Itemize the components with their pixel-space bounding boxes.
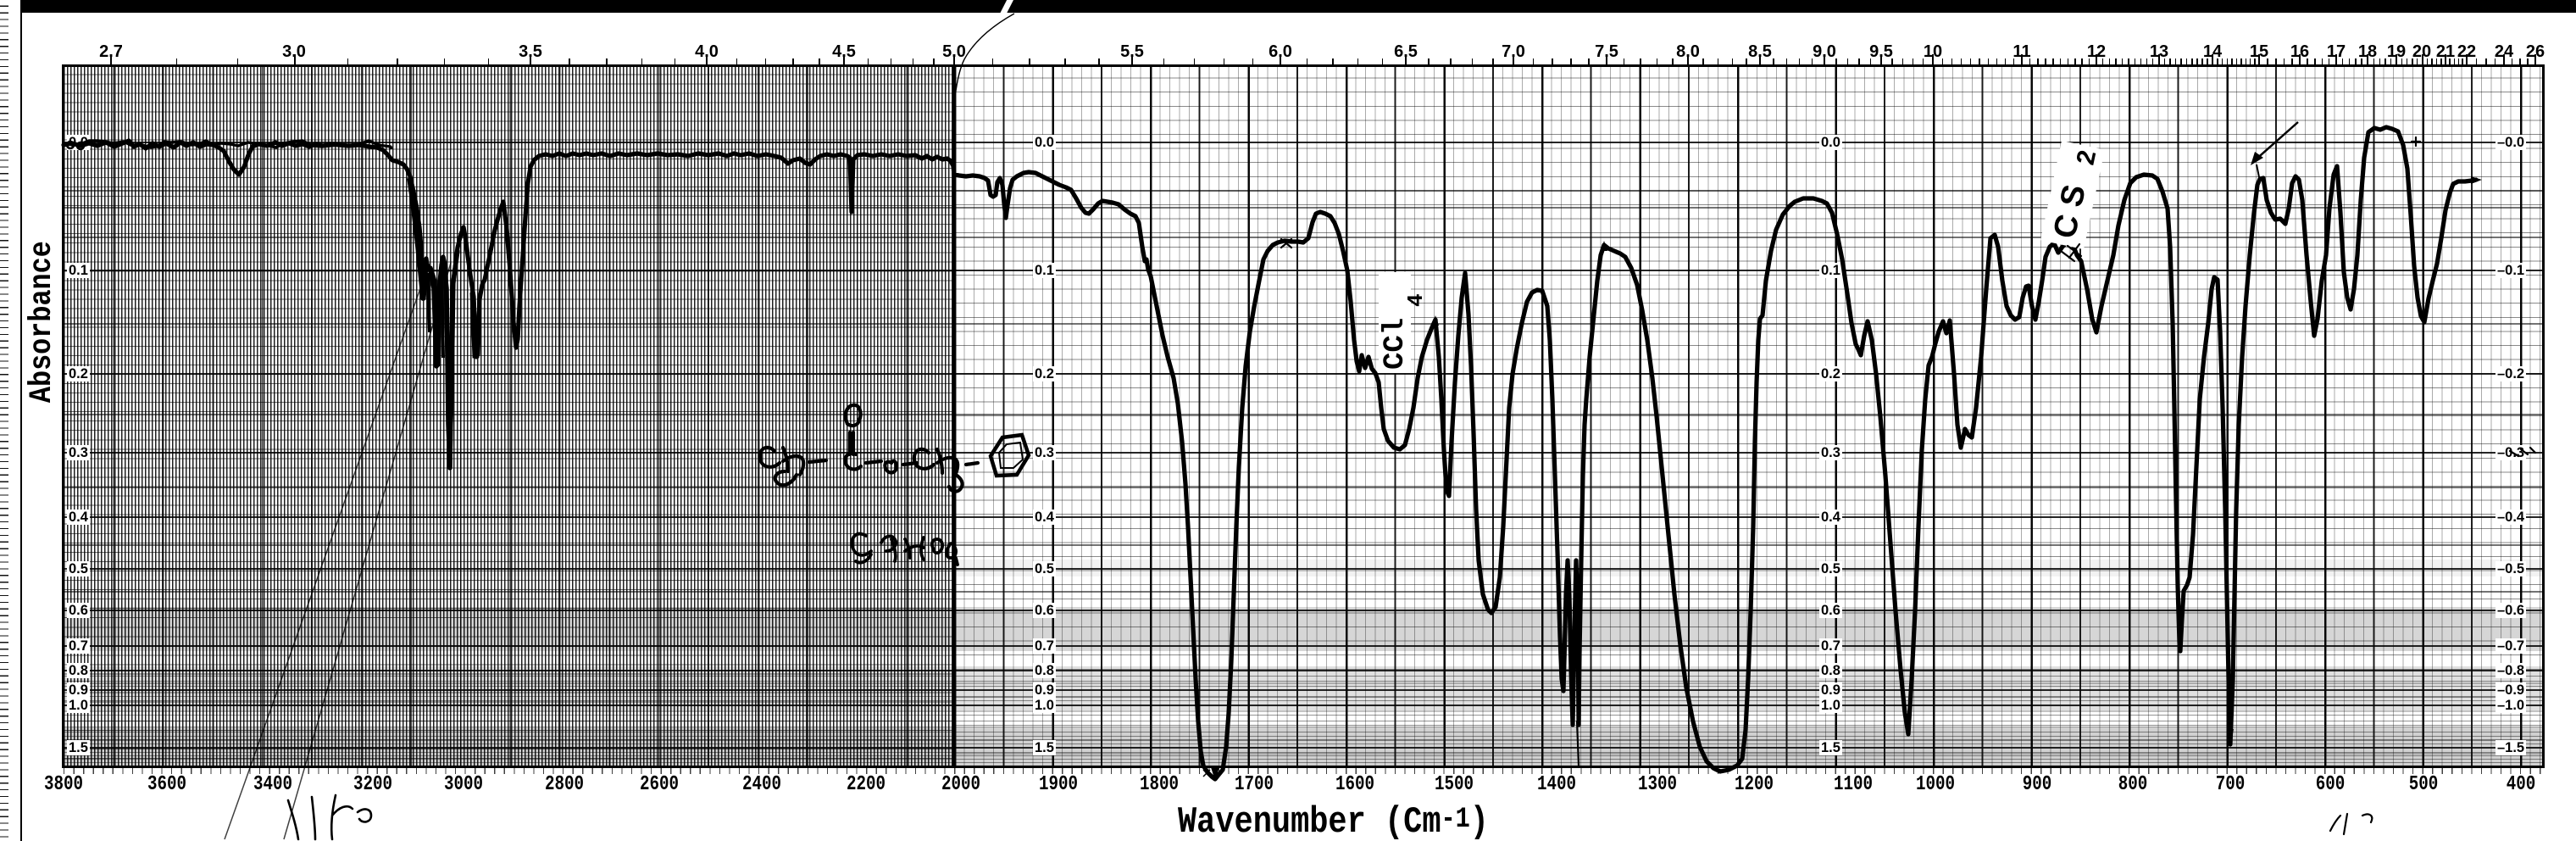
svg-text:2: 2 — [2072, 148, 2102, 167]
svg-text:4: 4 — [1403, 293, 1429, 307]
svg-text:CCl: CCl — [1380, 318, 1412, 370]
